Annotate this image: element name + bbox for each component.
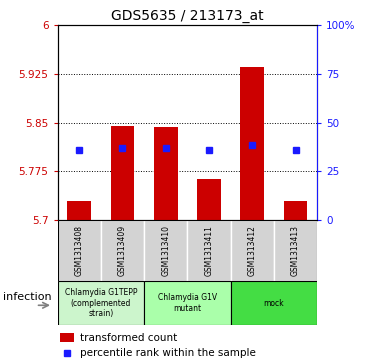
Bar	[197, 179, 221, 220]
Text: percentile rank within the sample: percentile rank within the sample	[79, 348, 256, 358]
Bar	[187, 220, 231, 281]
Text: GSM1313410: GSM1313410	[161, 225, 170, 276]
Bar	[67, 201, 91, 220]
Text: GSM1313413: GSM1313413	[291, 225, 300, 276]
Bar	[231, 220, 274, 281]
Text: GSM1313409: GSM1313409	[118, 225, 127, 276]
Bar	[240, 67, 264, 220]
Text: infection: infection	[3, 291, 52, 302]
Bar	[144, 220, 187, 281]
Bar	[154, 127, 178, 220]
Bar	[144, 281, 231, 325]
Text: transformed count: transformed count	[79, 333, 177, 343]
Bar	[58, 220, 101, 281]
Title: GDS5635 / 213173_at: GDS5635 / 213173_at	[111, 9, 264, 23]
Text: Chlamydia G1TEPP
(complemented
strain): Chlamydia G1TEPP (complemented strain)	[65, 288, 137, 318]
Bar	[231, 281, 317, 325]
Text: mock: mock	[264, 299, 284, 307]
Text: GSM1313408: GSM1313408	[75, 225, 83, 276]
Bar	[284, 201, 308, 220]
Text: GSM1313412: GSM1313412	[248, 225, 257, 276]
Bar	[60, 333, 75, 342]
Bar	[274, 220, 317, 281]
Text: GSM1313411: GSM1313411	[204, 225, 213, 276]
Bar	[58, 281, 144, 325]
Bar	[101, 220, 144, 281]
Bar	[111, 126, 134, 220]
Text: Chlamydia G1V
mutant: Chlamydia G1V mutant	[158, 293, 217, 313]
